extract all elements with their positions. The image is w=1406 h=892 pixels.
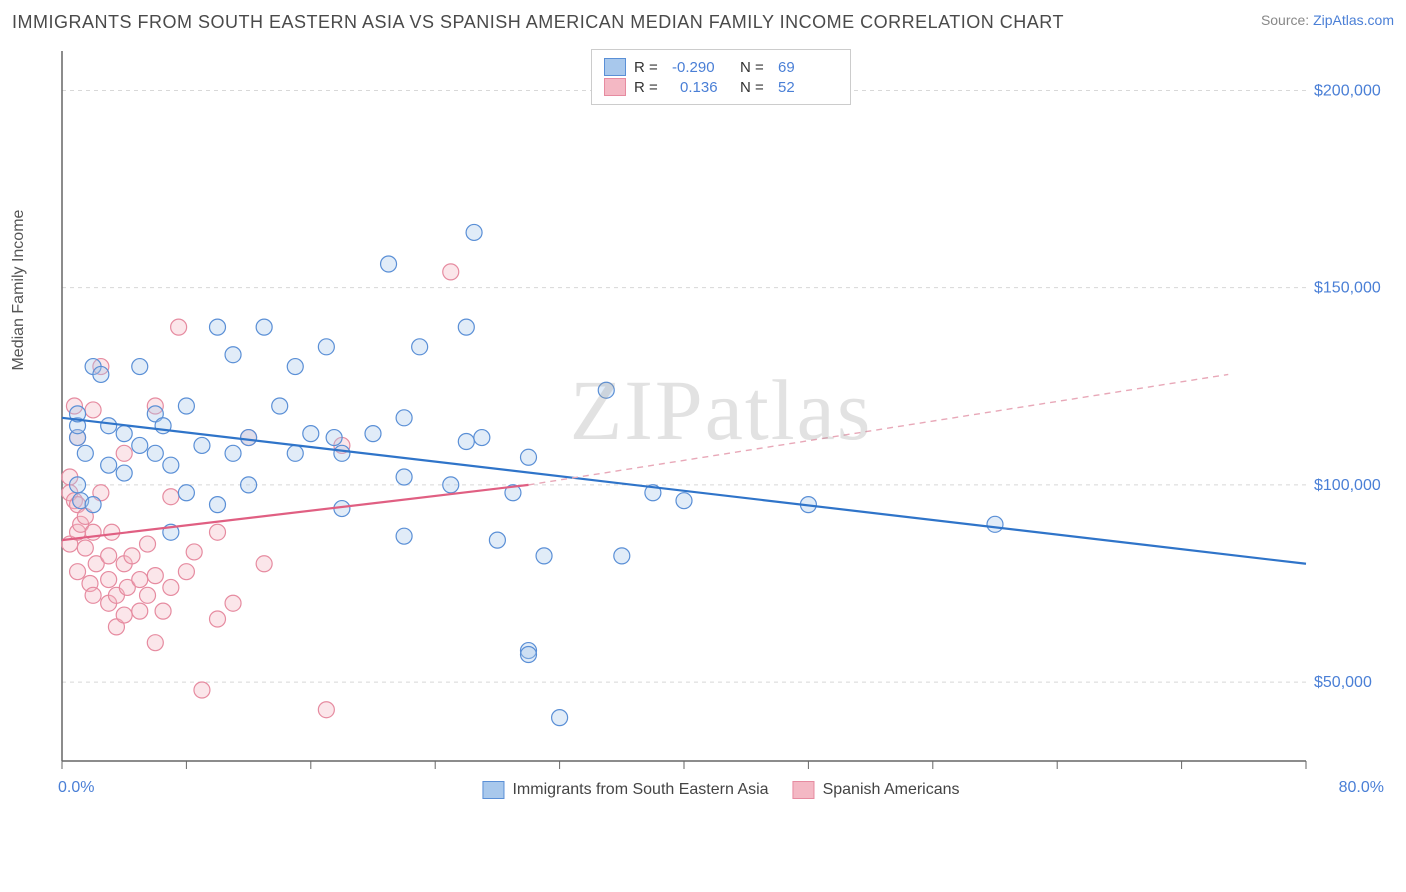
r-value-1: -0.290 [672,59,732,76]
legend-series: Immigrants from South Eastern Asia Spani… [482,781,959,799]
chart-container: Median Family Income R = -0.290 N = 69 R… [12,41,1392,861]
source-attribution: Source: ZipAtlas.com [1261,12,1394,28]
swatch-series2 [604,78,626,96]
n-value-2: 52 [778,79,838,96]
r-value-2: 0.136 [672,79,732,96]
x-axis-max-label: 80.0% [1339,779,1384,797]
n-value-1: 69 [778,59,838,76]
plot-area: R = -0.290 N = 69 R = 0.136 N = 52 $50,0… [56,45,1386,805]
legend-row-series1: R = -0.290 N = 69 [604,58,838,76]
x-axis-min-label: 0.0% [58,779,94,797]
legend-correlation: R = -0.290 N = 69 R = 0.136 N = 52 [591,49,851,105]
source-link[interactable]: ZipAtlas.com [1313,12,1394,28]
svg-text:$100,000: $100,000 [1314,477,1381,494]
svg-text:$50,000: $50,000 [1314,674,1372,691]
r-label: R = [634,79,664,96]
r-label: R = [634,59,664,76]
y-axis-label: Median Family Income [10,210,28,371]
legend-label-2: Spanish Americans [823,781,960,799]
n-label: N = [740,79,770,96]
swatch-series1 [604,58,626,76]
svg-text:$200,000: $200,000 [1314,82,1381,99]
svg-text:$150,000: $150,000 [1314,280,1381,297]
swatch-series1-bottom [482,781,504,799]
legend-item-1: Immigrants from South Eastern Asia [482,781,768,799]
n-label: N = [740,59,770,76]
legend-item-2: Spanish Americans [793,781,960,799]
chart-title: IMMIGRANTS FROM SOUTH EASTERN ASIA VS SP… [12,12,1064,33]
legend-label-1: Immigrants from South Eastern Asia [512,781,768,799]
legend-row-series2: R = 0.136 N = 52 [604,78,838,96]
swatch-series2-bottom [793,781,815,799]
chart-svg: $50,000 $100,000 $150,000 $200,000 [56,45,1386,805]
